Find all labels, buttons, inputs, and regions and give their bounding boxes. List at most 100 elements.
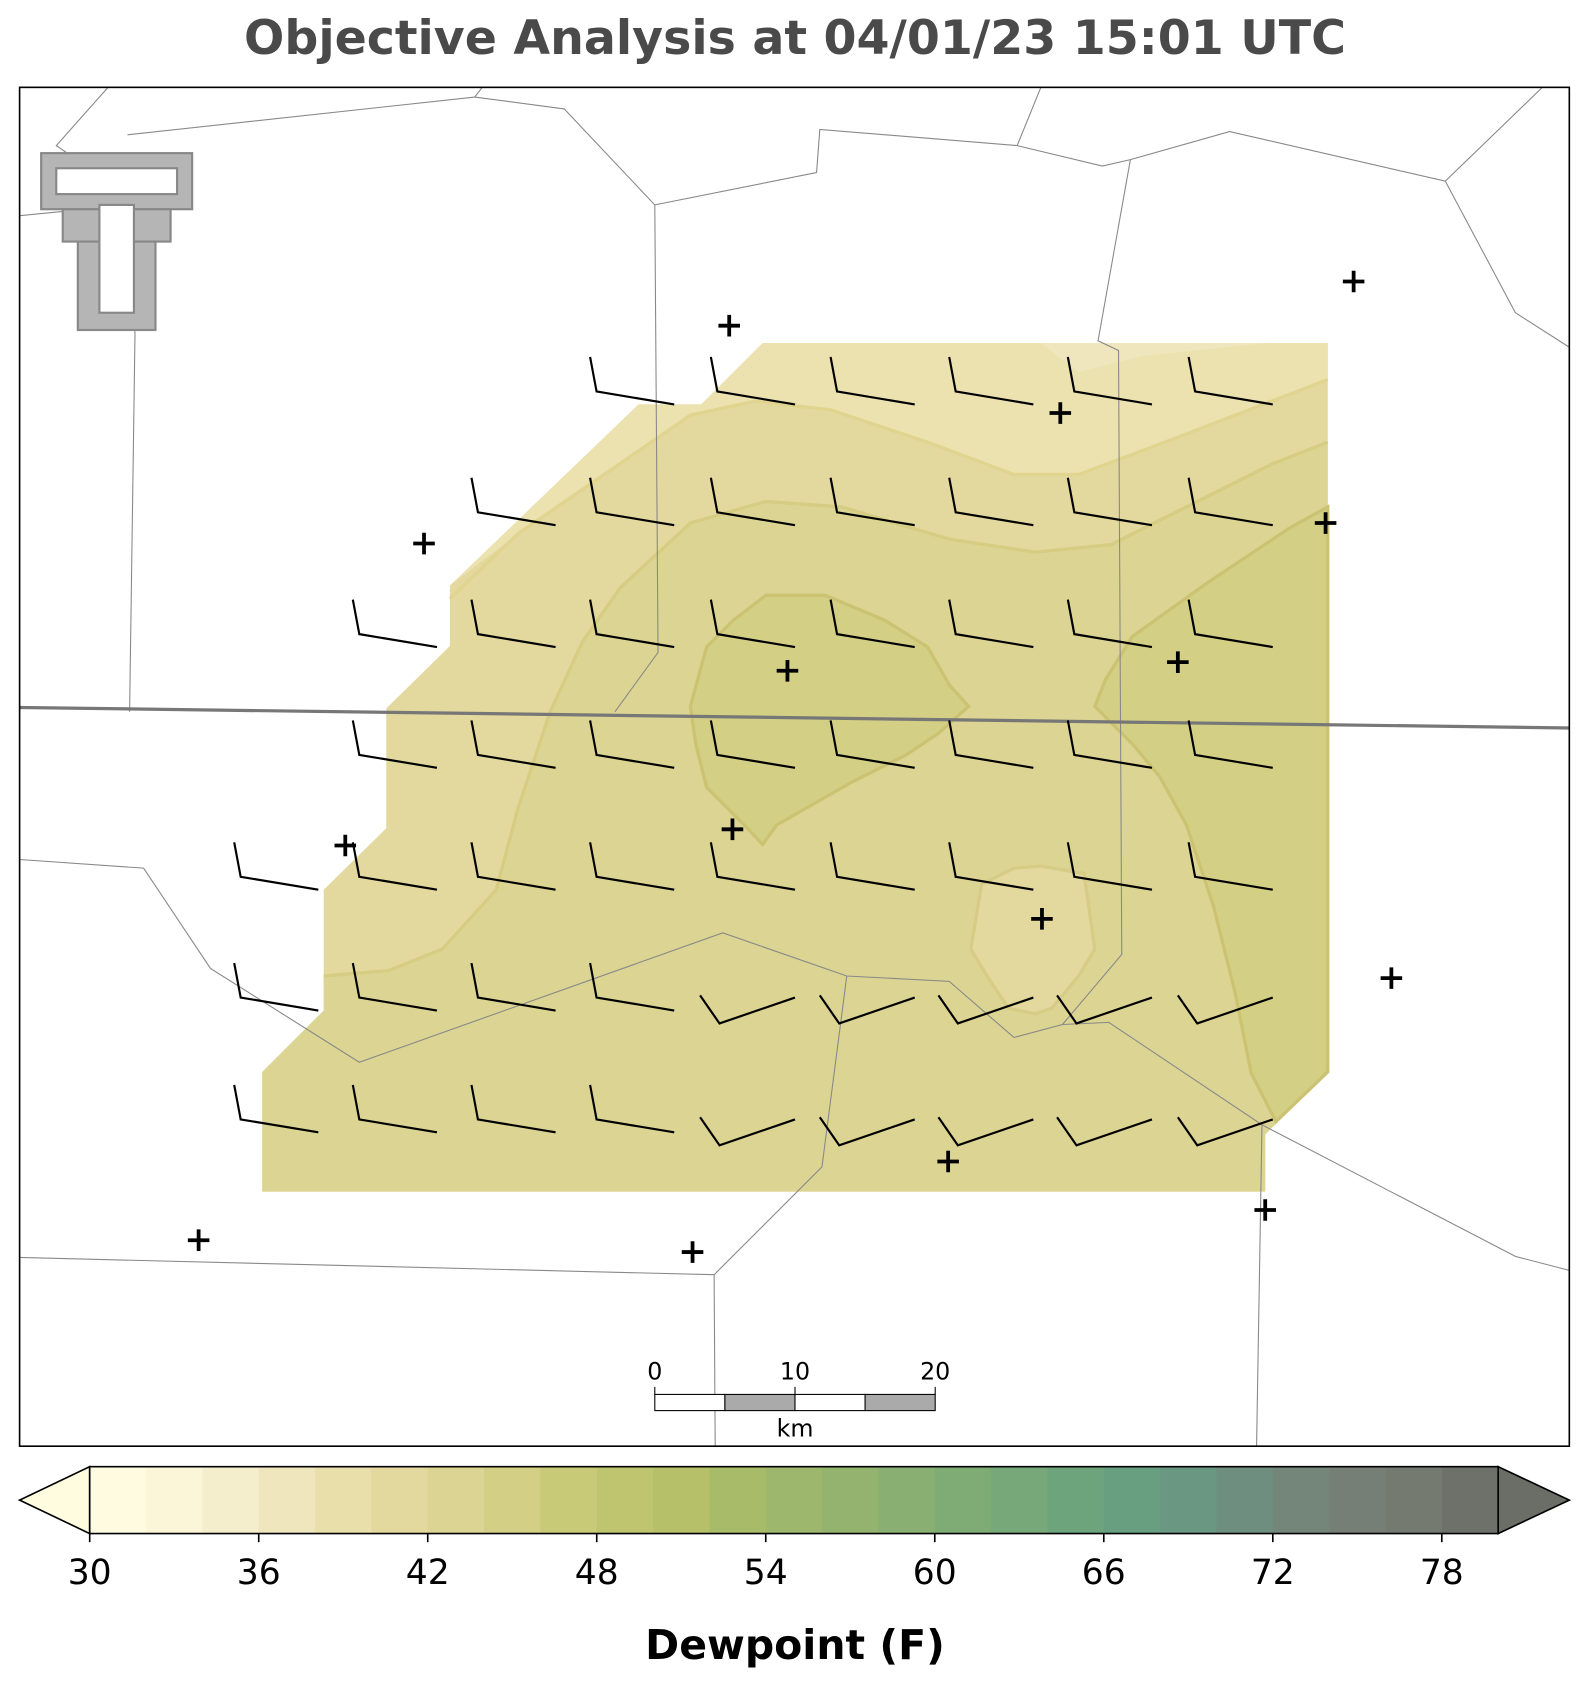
wind-barb xyxy=(1066,720,1153,769)
wind-barb xyxy=(589,720,675,769)
contour-fill-blob xyxy=(688,593,971,847)
contour-line xyxy=(323,440,1329,978)
wind-barb xyxy=(351,720,438,769)
colorbar-tick-label: 54 xyxy=(744,1553,788,1593)
scale-segment xyxy=(654,1393,726,1412)
wind-barb xyxy=(1187,477,1273,527)
map-frame xyxy=(18,86,1571,1448)
wind-barb xyxy=(818,1116,916,1147)
wind-barb xyxy=(1066,477,1153,527)
colorbar-swatch xyxy=(822,1466,879,1534)
wind-barb xyxy=(829,842,915,891)
wind-barb xyxy=(829,720,915,769)
wind-barb xyxy=(1056,994,1153,1025)
wind-barb xyxy=(948,599,1034,649)
wind-barb xyxy=(937,994,1034,1025)
station-marker xyxy=(187,1229,210,1251)
scale-tick-label: 20 xyxy=(920,1357,950,1385)
wind-barb xyxy=(351,1084,438,1134)
colorbar: 30 36 42 48 54 60 66 72 78 xyxy=(17,1465,1572,1593)
colorbar-swatch xyxy=(991,1466,1048,1534)
station-marker xyxy=(721,818,744,841)
map-panel xyxy=(18,86,1571,1448)
wind-barb xyxy=(1176,1116,1274,1147)
colorbar-swatch xyxy=(484,1466,541,1534)
wind-barb xyxy=(709,599,796,649)
scale-segment xyxy=(724,1393,796,1412)
contour-fill-top xyxy=(449,342,1328,586)
wind-barb xyxy=(937,1116,1034,1147)
contour-fill-middle xyxy=(262,442,1328,1192)
wind-barb xyxy=(948,356,1034,406)
station-marker xyxy=(718,314,740,337)
colorbar-tick-label: 48 xyxy=(575,1553,619,1593)
colorbar-tick-label: 60 xyxy=(913,1553,957,1593)
station-marker xyxy=(1254,1199,1276,1221)
wind-barb xyxy=(709,842,796,891)
wind-barb xyxy=(470,842,556,891)
wind-barb xyxy=(589,477,675,527)
colorbar-tick-label: 78 xyxy=(1420,1553,1464,1593)
wind-barb xyxy=(709,477,796,527)
wind-barb xyxy=(351,842,438,891)
colorbar-under xyxy=(17,1465,91,1535)
colorbar-tick-label: 30 xyxy=(68,1553,112,1593)
colorbar-swatch xyxy=(765,1466,823,1534)
colorbar-frame xyxy=(88,1465,1499,1535)
station-marker xyxy=(413,532,435,555)
wind-barb xyxy=(351,599,438,649)
wind-barb xyxy=(948,720,1034,769)
wind-barb xyxy=(1187,599,1273,649)
wind-barb xyxy=(589,599,675,649)
station-marker xyxy=(937,1150,959,1173)
logo xyxy=(40,152,194,332)
wind-barb xyxy=(829,477,915,527)
wind-barb xyxy=(589,1084,675,1134)
station-marker xyxy=(1380,967,1403,989)
colorbar-swatch xyxy=(878,1466,936,1534)
colorbar-tick-label: 36 xyxy=(237,1553,281,1593)
colorbar-over xyxy=(1497,1465,1572,1535)
wind-barb xyxy=(1187,356,1273,406)
colorbar-label: Dewpoint (F) xyxy=(645,1621,945,1669)
colorbar-swatch xyxy=(1047,1466,1105,1534)
wind-barb xyxy=(470,962,556,1012)
wind-barb xyxy=(1066,842,1153,891)
colorbar-swatch xyxy=(1329,1466,1387,1534)
colorbar-swatch xyxy=(427,1466,485,1534)
wind-barb xyxy=(470,1084,556,1134)
wind-barb xyxy=(818,994,916,1025)
wind-barb xyxy=(1066,599,1153,649)
wind-barb xyxy=(589,962,675,1012)
wind-barb xyxy=(470,599,556,649)
colorbar-swatch xyxy=(709,1466,767,1534)
wind-barb xyxy=(709,720,796,769)
wind-barb xyxy=(470,720,556,769)
colorbar-tick-label: 42 xyxy=(406,1553,450,1593)
wind-barb xyxy=(233,962,319,1012)
colorbar-swatch xyxy=(1272,1466,1330,1534)
station-marker xyxy=(1049,402,1072,424)
contour-fill-top-strip xyxy=(1040,342,1268,373)
wind-barbs xyxy=(233,356,1274,1147)
colorbar-swatch xyxy=(1160,1466,1217,1534)
wind-barb xyxy=(829,356,915,406)
wind-barb xyxy=(1176,994,1274,1025)
scale-segment xyxy=(864,1393,936,1412)
station-marker xyxy=(1167,651,1189,673)
colorbar-swatch xyxy=(315,1466,372,1534)
station-marker xyxy=(334,834,357,857)
scale-segment xyxy=(794,1393,866,1412)
title: Objective Analysis at 04/01/23 15:01 UTC xyxy=(244,11,1346,66)
station-marker xyxy=(1342,270,1365,293)
scale-unit: km xyxy=(777,1415,814,1443)
wind-barb xyxy=(1187,720,1273,769)
wind-barb xyxy=(1187,842,1273,891)
wind-barb xyxy=(699,994,796,1025)
colorbar-swatch xyxy=(596,1466,654,1534)
scale-bar: 0 10 20 km xyxy=(647,1357,950,1442)
wind-barb xyxy=(589,356,675,406)
wind-barb xyxy=(1056,1116,1153,1147)
